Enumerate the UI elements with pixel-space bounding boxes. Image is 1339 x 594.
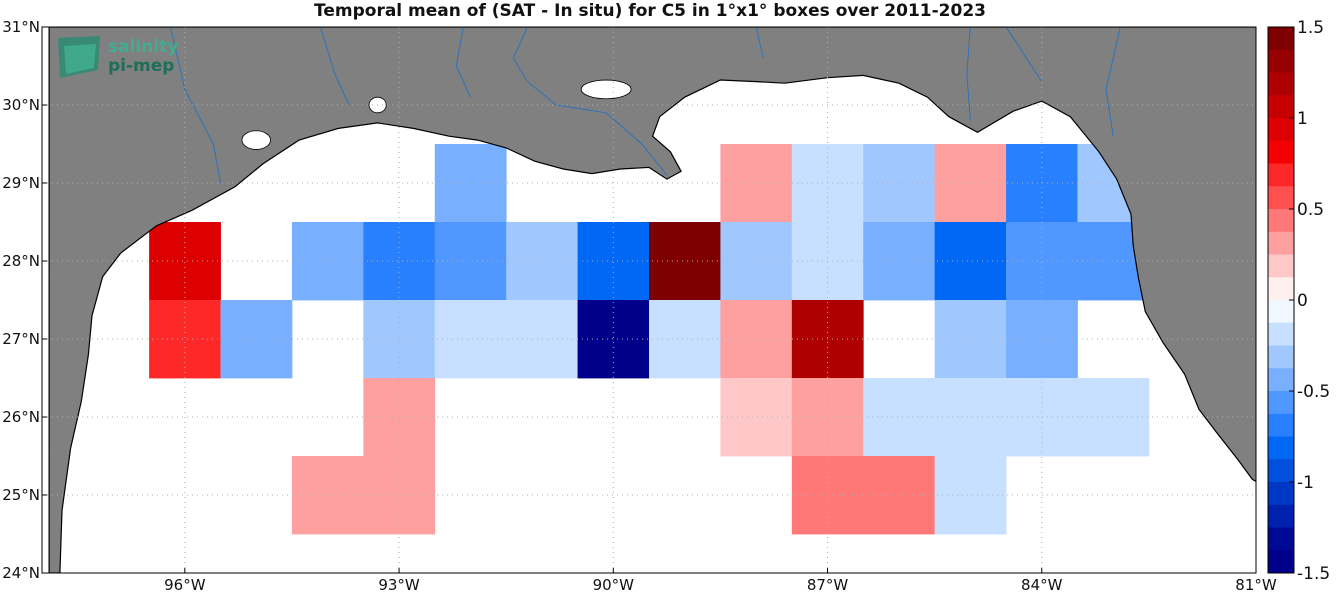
heatmap-cell xyxy=(220,300,293,379)
plot-frame xyxy=(41,26,1257,574)
colorbar-level xyxy=(1268,95,1294,119)
colorbar-level xyxy=(1268,322,1294,346)
heatmap-cell xyxy=(434,300,507,379)
colorbar-level xyxy=(1268,254,1294,278)
heatmap-cell xyxy=(649,222,721,301)
colorbar-level xyxy=(1268,391,1294,415)
colorbar-tick-label: -1.5 xyxy=(1297,564,1330,584)
rivers-layer xyxy=(170,27,1121,184)
colorbar-level xyxy=(1268,231,1294,255)
svg-text:salinity: salinity xyxy=(108,37,178,57)
colorbar-tick-label: 0.5 xyxy=(1297,200,1324,220)
colorbar-tick-label: -1 xyxy=(1297,473,1314,493)
colorbar-level xyxy=(1268,118,1294,142)
y-tick-label: 27°N xyxy=(2,330,40,348)
colorbar-level xyxy=(1268,459,1294,483)
colorbar: 1.5 1 0.5 0 -0.5 -1 -1.5 xyxy=(1267,18,1330,584)
x-tick-label: 81°W xyxy=(1235,576,1277,594)
colorbar-level xyxy=(1268,300,1294,324)
colorbar-level xyxy=(1268,550,1294,574)
colorbar-tick-label: 1.5 xyxy=(1297,18,1324,38)
chart-title: Temporal mean of (SAT - In situ) for C5 … xyxy=(314,1,986,21)
coastal-lake xyxy=(580,79,632,100)
x-tick-label: 90°W xyxy=(593,576,635,594)
colorbar-level xyxy=(1268,27,1294,51)
heatmap-cell xyxy=(934,456,1007,535)
heatmap-cell xyxy=(434,222,507,301)
x-tick-label: 84°W xyxy=(1021,576,1063,594)
river xyxy=(170,27,221,184)
colorbar-level xyxy=(1268,186,1294,210)
heatmap-cell xyxy=(934,144,1007,223)
colorbar-level xyxy=(1268,277,1294,301)
heatmap-cell xyxy=(720,300,793,379)
colorbar-tick-label: -0.5 xyxy=(1297,382,1330,402)
y-tick-label: 30°N xyxy=(2,96,40,114)
colorbar-level xyxy=(1268,368,1294,392)
heatmap-cell xyxy=(577,222,650,301)
heatmap-cell xyxy=(149,222,221,301)
x-tick-label: 93°W xyxy=(378,576,420,594)
salinity-pi-mep-logo: salinity pi-mep xyxy=(58,36,178,78)
colorbar-level xyxy=(1268,504,1294,528)
heatmap-cell xyxy=(863,456,936,535)
river xyxy=(512,27,668,176)
colorbar-level xyxy=(1268,140,1294,164)
river xyxy=(1005,27,1043,82)
axes: 96°W 93°W 90°W 87°W 84°W 81°W 24°N 25°N 26°N 27°N… xyxy=(2,18,1277,594)
river xyxy=(320,27,350,106)
heatmap-cell xyxy=(149,300,221,379)
heatmap-cell xyxy=(577,300,650,379)
river xyxy=(1105,27,1121,137)
heatmap-cell xyxy=(363,222,436,301)
y-tick-label: 25°N xyxy=(2,486,40,504)
heatmap-cell xyxy=(863,378,936,457)
colorbar-level xyxy=(1268,72,1294,96)
y-tick-label: 28°N xyxy=(2,252,40,270)
heatmap-cell xyxy=(934,222,1007,301)
heatmap-cell xyxy=(720,378,793,457)
heatmap-cell xyxy=(934,378,1007,457)
river xyxy=(455,27,471,98)
heatmap-cell xyxy=(720,222,793,301)
land-layer xyxy=(48,27,1256,573)
colorbar-level xyxy=(1268,413,1294,437)
heatmap-cell xyxy=(363,456,436,535)
gridlines xyxy=(42,27,1256,573)
heatmap-cell xyxy=(363,300,436,379)
coastal-lake xyxy=(241,130,271,150)
river xyxy=(966,27,971,121)
colorbar-level xyxy=(1268,345,1294,369)
x-tick-label: 87°W xyxy=(807,576,849,594)
y-tick-label: 29°N xyxy=(2,174,40,192)
land-mass xyxy=(48,27,1256,573)
river xyxy=(755,27,764,59)
y-tick-label: 31°N xyxy=(2,18,40,36)
colorbar-level xyxy=(1268,163,1294,187)
heatmap-cell xyxy=(720,144,793,223)
colorbar-level xyxy=(1268,49,1294,73)
heatmap-cell xyxy=(863,222,936,301)
heatmap-cell xyxy=(1006,300,1078,379)
colorbar-level xyxy=(1268,209,1294,233)
colorbar-level xyxy=(1268,436,1294,460)
svg-text:pi-mep: pi-mep xyxy=(108,56,174,76)
y-tick-label: 24°N xyxy=(2,564,40,582)
colorbar-tick-label: 1 xyxy=(1297,109,1308,129)
heatmap-cell xyxy=(934,300,1007,379)
colorbar-level xyxy=(1268,527,1294,551)
x-tick-label: 96°W xyxy=(164,576,206,594)
heatmap-cell xyxy=(649,300,721,379)
colorbar-tick-label: 0 xyxy=(1297,291,1308,311)
heatmap-cell xyxy=(1077,378,1150,457)
y-tick-label: 26°N xyxy=(2,408,40,426)
colorbar-level xyxy=(1268,482,1294,506)
heatmap-cell xyxy=(863,144,936,223)
heatmap-cell xyxy=(434,144,507,223)
